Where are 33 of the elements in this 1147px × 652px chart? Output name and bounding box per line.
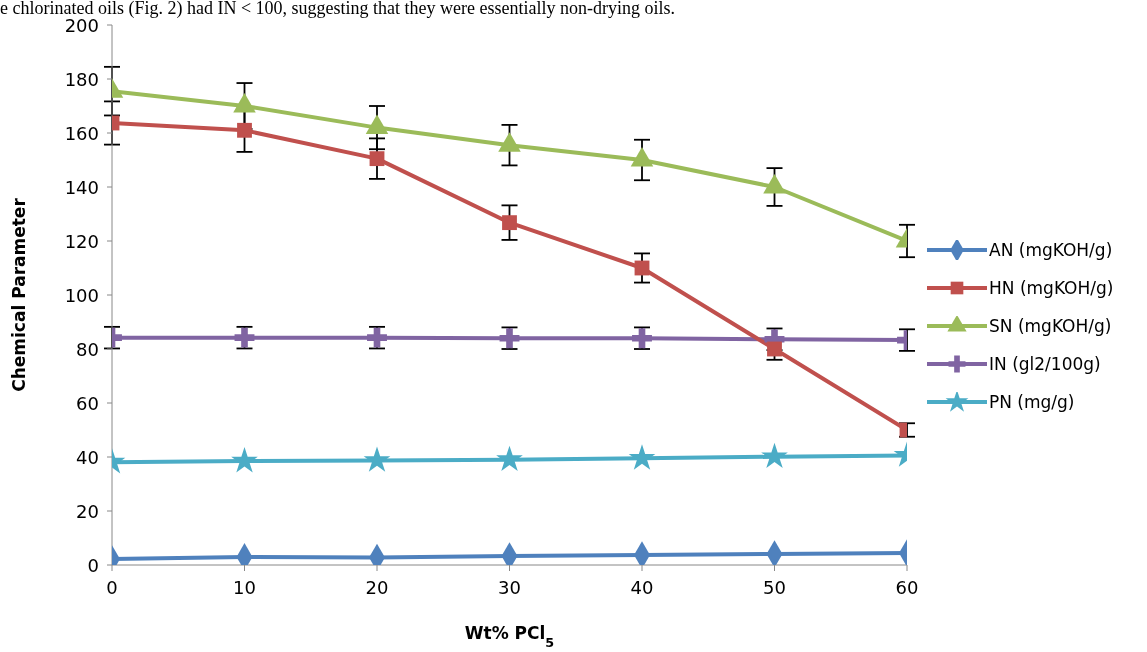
x-tick-label: 10 [233,576,256,598]
x-axis-title: Wt% PCl$_{5}$ [464,623,555,650]
legend-label: HN (mgKOH/g) [989,278,1114,298]
legend-label: SN (mgKOH/g) [989,316,1112,336]
x-tick-label: 20 [365,576,389,598]
point [237,122,252,138]
y-axis-title: Chemical Parameter [9,197,29,392]
legend-label: IN (gl2/100g) [989,354,1101,374]
y-tick-label: 40 [76,446,99,468]
y-tick-label: 80 [76,338,99,360]
y-tick-label: 60 [76,392,99,414]
legend-label: AN (mgKOH/g) [989,240,1113,260]
y-tick-label: 100 [64,284,99,306]
y-tick-label: 180 [64,68,99,90]
point [761,442,788,469]
point [363,446,391,472]
point [502,215,517,231]
x-tick-label: 60 [895,576,919,598]
y-tick-label: 0 [87,554,99,576]
point [496,445,523,472]
point [369,151,385,167]
x-tick-label: 50 [763,576,786,598]
y-tick-label: 160 [64,122,99,144]
x-tick-label: 40 [630,576,654,598]
y-tick-label: 120 [64,230,99,252]
point [231,447,258,473]
point [767,341,782,357]
y-tick-label: 140 [64,176,99,198]
point [628,444,656,470]
x-tick-label: 30 [498,576,521,598]
y-tick-label: 20 [76,500,99,522]
legend-label: PN (mg/g) [989,392,1075,412]
x-tick-label: 0 [106,576,118,598]
